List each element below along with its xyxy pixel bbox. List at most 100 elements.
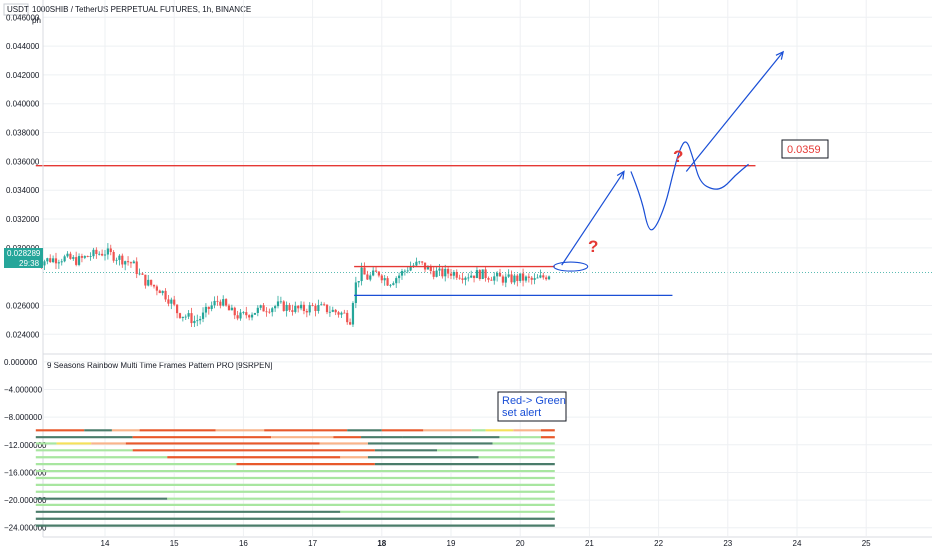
candle-body [259, 305, 262, 308]
candle-body [291, 310, 294, 312]
candle-body [510, 274, 513, 283]
grid [43, 0, 932, 536]
candle-body [406, 270, 409, 272]
price-tick-label: 0.032000 [6, 215, 40, 224]
candle-body [268, 311, 271, 313]
candle-body [496, 272, 499, 277]
indicator-axis[interactable]: 0.000000 −4.000000 −8.000000 −12.000000 −16.… [4, 358, 47, 533]
candle-body [530, 277, 533, 280]
drawing-breakout-arrow[interactable] [561, 171, 625, 266]
candle-body [441, 268, 444, 277]
candle-body [478, 270, 481, 279]
candle-body [297, 305, 300, 309]
question-mark-resistance[interactable]: ? [673, 147, 683, 166]
candle-body [403, 270, 406, 272]
time-tick-label: 23 [723, 539, 732, 548]
rainbow-rows [35, 429, 555, 527]
candle-body [444, 268, 447, 277]
resistance-label-box[interactable] [781, 139, 829, 159]
candle-body [285, 304, 288, 311]
candle-body [83, 256, 86, 258]
candle-body [377, 271, 381, 276]
candle-body [175, 304, 179, 314]
last-price-label: 0.028289 [7, 249, 41, 258]
candle-body [400, 271, 404, 276]
candle-body [455, 271, 458, 278]
candle-body [124, 261, 127, 265]
time-tick-label: 20 [516, 539, 525, 548]
candles [34, 243, 551, 328]
breakout-ellipse[interactable] [553, 261, 589, 272]
candle-body [52, 258, 55, 263]
candle-body [351, 303, 355, 325]
candle-body [167, 299, 170, 304]
candle-body [317, 305, 320, 312]
indicator-title[interactable]: 9 Seasons Rainbow Multi Time Frames Patt… [47, 361, 272, 370]
candle-body [204, 306, 208, 313]
indicator-tick-label: −4.000000 [4, 386, 43, 395]
price-tick-label: 0.038000 [6, 129, 40, 138]
price-tick-label: 0.036000 [6, 157, 40, 166]
candle-body [98, 253, 101, 255]
drawing-target-arrow[interactable] [685, 51, 784, 172]
candle-body [435, 270, 438, 277]
candle-body [320, 304, 323, 306]
time-tick-label: 17 [308, 539, 317, 548]
candle-body [248, 315, 251, 318]
candle-body [487, 278, 490, 280]
candle-body [250, 314, 254, 318]
question-mark-range[interactable]: ? [588, 237, 598, 256]
candle-body [230, 307, 233, 311]
indicator-note-box[interactable] [497, 391, 567, 422]
candle-body [138, 273, 141, 275]
candle-body [360, 267, 363, 282]
price-axis[interactable]: 0.046000 0.044000 0.042000 0.040000 0.038000… [6, 13, 40, 339]
drawing-pullback-curve[interactable] [630, 141, 749, 231]
candle-body [507, 274, 510, 277]
currency-badge-box[interactable] [3, 3, 29, 16]
candle-body [236, 315, 239, 319]
candle-body [66, 253, 69, 257]
candle-body [57, 262, 60, 264]
candle-body [95, 249, 98, 254]
candle-body [265, 311, 268, 313]
drawings[interactable] [553, 50, 785, 272]
arrow-head-icon [775, 50, 785, 60]
countdown-label: 29:38 [19, 259, 40, 268]
candle-body [219, 301, 222, 306]
candle-body [150, 279, 153, 285]
candle-body [386, 278, 389, 286]
symbol-title[interactable]: 1000SHIB / TetherUS PERPETUAL FUTURES, 1… [32, 5, 251, 14]
time-axis[interactable]: 14 15 16 17 18 19 20 21 22 23 24 25 [101, 539, 872, 548]
candle-body [103, 254, 107, 256]
candle-body [274, 306, 277, 309]
candle-body [337, 312, 340, 315]
candle-body [225, 299, 228, 306]
candle-body [173, 299, 176, 305]
candle-body [115, 259, 118, 261]
candle-body [357, 281, 360, 283]
candle-body [77, 256, 81, 265]
candle-body [86, 256, 89, 257]
horizontal-lines[interactable] [35, 165, 756, 297]
candle-body [282, 301, 285, 311]
candle-body [475, 270, 479, 279]
candle-body [536, 277, 539, 279]
indicator-note-line2[interactable]: set alert [502, 407, 541, 419]
price-tick-label: 0.034000 [6, 186, 40, 195]
candle-body [432, 271, 435, 277]
candle-body [118, 255, 121, 260]
indicator-note-line1[interactable]: Red-> Green [502, 395, 566, 407]
indicator-short-label[interactable]: ph [32, 16, 41, 25]
candle-body [69, 253, 72, 259]
candle-body [308, 305, 311, 313]
currency-badge[interactable]: USDT [7, 5, 29, 14]
resistance-label[interactable]: 0.0359 [787, 144, 821, 156]
candle-body [481, 269, 484, 279]
candle-body [325, 304, 329, 313]
candle-body [89, 256, 92, 257]
candle-body [227, 305, 231, 311]
indicator-tick-label: −20.000000 [4, 496, 47, 505]
candle-body [132, 261, 135, 264]
price-tick-label: 0.044000 [6, 42, 40, 51]
